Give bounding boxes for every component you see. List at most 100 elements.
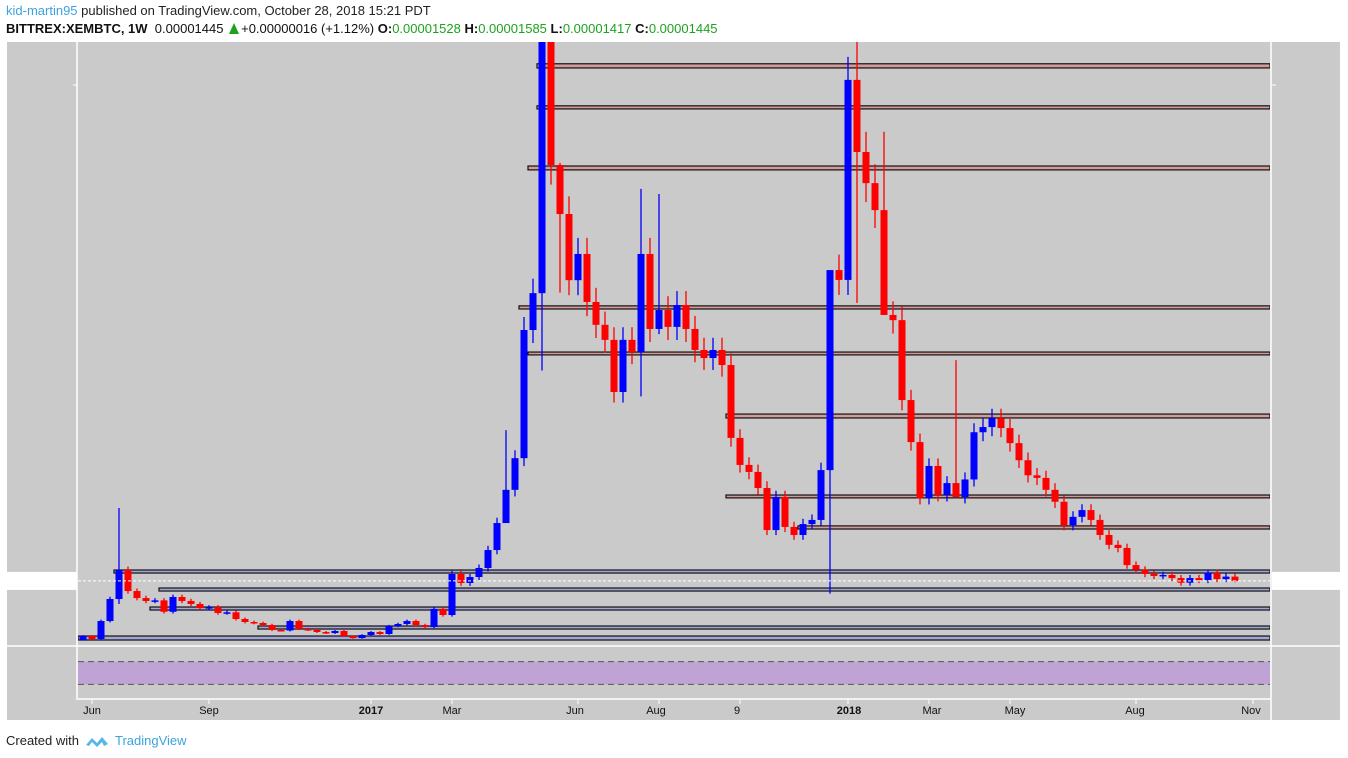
time-label-sep-2016: Sep: [199, 705, 219, 717]
publish-info: kid-martin95 published on TradingView.co…: [6, 3, 431, 18]
candle-up: [394, 623, 402, 627]
candle-down: [340, 630, 348, 637]
time-label-may-2018: May: [1004, 705, 1026, 717]
candle-down: [1150, 573, 1158, 576]
candle-down: [628, 339, 636, 353]
candle-down: [88, 636, 96, 640]
candle-down: [952, 483, 960, 498]
candle-down: [313, 629, 321, 633]
candle-up: [943, 483, 951, 496]
support-zone: [113, 569, 1270, 574]
candle-up: [1222, 576, 1230, 580]
candle-down: [1015, 443, 1023, 461]
candle-down: [718, 349, 726, 366]
up-triangle-icon: [229, 23, 240, 34]
resistance-zone: [536, 105, 1270, 110]
candle-down: [160, 600, 168, 612]
candle-down: [1060, 501, 1068, 526]
candle-up: [637, 253, 645, 353]
candle-down: [916, 442, 924, 499]
open-label: O:: [377, 21, 393, 36]
candle-down: [781, 497, 789, 527]
low-value: 0.00001417: [562, 21, 632, 36]
candle-down: [700, 349, 708, 359]
rsi-band: [78, 661, 1270, 685]
candle-up: [520, 329, 528, 459]
candle-down: [1195, 578, 1203, 581]
candle-down: [1114, 544, 1122, 548]
candle-up: [799, 524, 807, 535]
time-label-aug-2018: Aug: [1125, 705, 1145, 717]
symbol-legend: BITTREX:XEMBTC, 1W 0.00001445 +0.0000001…: [6, 21, 718, 36]
price-pane: [78, 42, 1270, 641]
candle-up: [619, 339, 627, 393]
candle-down: [691, 328, 699, 350]
candle-up: [448, 574, 456, 616]
candle-up: [169, 596, 177, 612]
resistance-zone: [725, 413, 1270, 419]
candle-down: [349, 636, 357, 638]
open-value: 0.00001528: [392, 21, 461, 36]
time-label-9: 9: [733, 705, 741, 717]
candle-down: [142, 598, 150, 601]
candle-up: [988, 418, 996, 428]
candle-down: [862, 152, 870, 184]
candle-down: [583, 253, 591, 302]
candle-up: [1186, 578, 1194, 583]
support-zone: [78, 635, 1270, 641]
footer: Created with TradingView: [6, 733, 187, 748]
candle-up: [502, 489, 510, 524]
candle-down: [277, 629, 285, 632]
tradingview-link[interactable]: TradingView: [114, 733, 187, 748]
price-change: +0.00000016 (+1.12%): [241, 21, 375, 36]
candle-up: [475, 567, 483, 578]
candle-down: [664, 310, 672, 327]
candle-up: [106, 599, 114, 622]
candle-down: [1177, 578, 1185, 583]
candle-down: [1123, 547, 1131, 566]
symbol-label: BITTREX:XEMBTC, 1W: [6, 21, 148, 36]
candle-up: [358, 634, 366, 638]
time-label-mar-2018: Mar: [922, 705, 942, 717]
time-label-jun-2016: Jun: [83, 705, 101, 717]
candle-up: [1159, 574, 1167, 577]
candle-down: [1006, 428, 1014, 444]
time-label-jun-2017: Jun: [566, 705, 584, 717]
last-price-box-right: [1272, 571, 1342, 590]
published-text: published on TradingView.com, October 28…: [81, 3, 431, 18]
candle-up: [511, 458, 519, 490]
candle-up: [961, 479, 969, 498]
resistance-zone: [536, 63, 1270, 69]
candle-down: [880, 210, 888, 315]
candle-down: [268, 625, 276, 630]
candle-down: [1024, 460, 1032, 476]
chart-background: [7, 42, 1340, 720]
candle-up: [430, 608, 438, 627]
candle-down: [250, 622, 258, 624]
candle-down: [259, 622, 267, 626]
candle-up: [970, 432, 978, 480]
time-label-mar-2017: Mar: [442, 705, 462, 717]
candle-down: [1168, 574, 1176, 579]
candle-up: [655, 310, 663, 329]
candle-down: [754, 471, 762, 489]
candle-down: [736, 437, 744, 465]
last-price: 0.00001445: [154, 21, 224, 36]
candle-down: [763, 488, 771, 531]
candle-down: [1087, 510, 1095, 520]
author-link[interactable]: kid-martin95: [6, 3, 78, 18]
candle-down: [898, 320, 906, 401]
candle-up: [223, 612, 231, 614]
candle-up: [808, 519, 816, 525]
candle-down: [304, 629, 312, 631]
candle-down: [412, 621, 420, 626]
candle-down: [871, 183, 879, 211]
high-value: 0.00001585: [478, 21, 547, 36]
resistance-zone: [518, 305, 1270, 310]
candle-down: [295, 621, 303, 630]
candle-up: [1078, 510, 1086, 517]
candle-up: [493, 523, 501, 551]
candle-up: [385, 626, 393, 634]
created-with-text: Created with: [6, 733, 79, 748]
